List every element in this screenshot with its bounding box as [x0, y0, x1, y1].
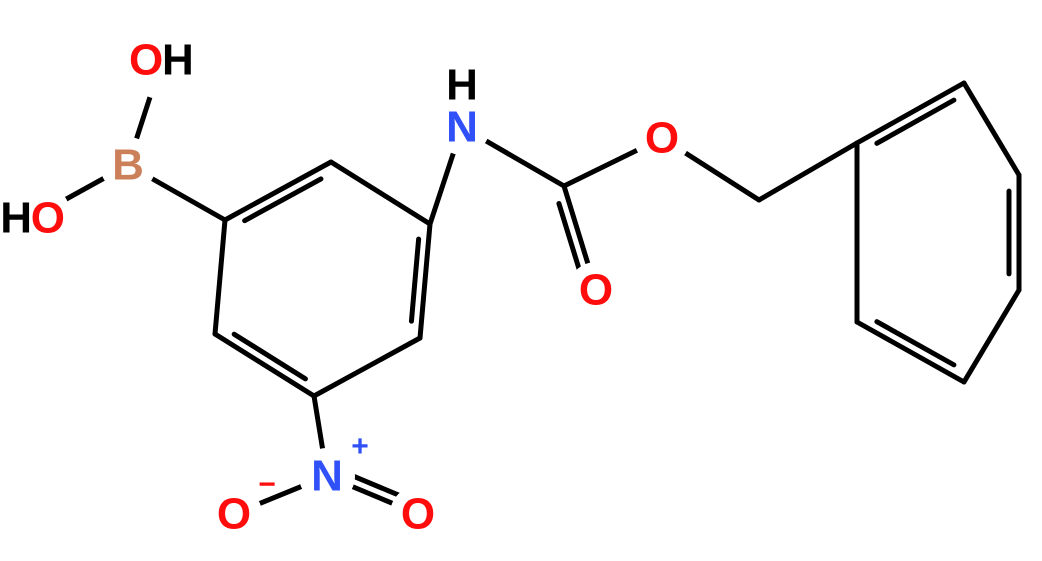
atom-NH: NNH	[446, 61, 478, 152]
svg-text:O: O	[31, 194, 65, 243]
svg-text:−: −	[258, 468, 276, 501]
atom-Od: O	[401, 490, 435, 539]
svg-text:O: O	[579, 266, 613, 315]
atom-OH2: HO	[0, 194, 65, 243]
svg-text:H: H	[446, 61, 478, 110]
atom-OH1: OH	[129, 36, 194, 85]
molecule-diagram: BOHHON+O−ONNHOO	[0, 0, 1042, 561]
atom-Od2: O	[645, 114, 679, 163]
svg-text:+: +	[351, 430, 369, 463]
atom-B: B	[112, 141, 144, 190]
svg-text:O: O	[217, 490, 251, 539]
svg-text:N: N	[311, 452, 343, 501]
svg-text:O: O	[401, 490, 435, 539]
svg-text:H: H	[162, 36, 194, 85]
atom-Oc: O	[579, 266, 613, 315]
svg-text:O: O	[645, 114, 679, 163]
svg-text:B: B	[112, 141, 144, 190]
svg-text:N: N	[446, 103, 478, 152]
svg-text:O: O	[129, 36, 163, 85]
svg-text:H: H	[0, 194, 32, 243]
